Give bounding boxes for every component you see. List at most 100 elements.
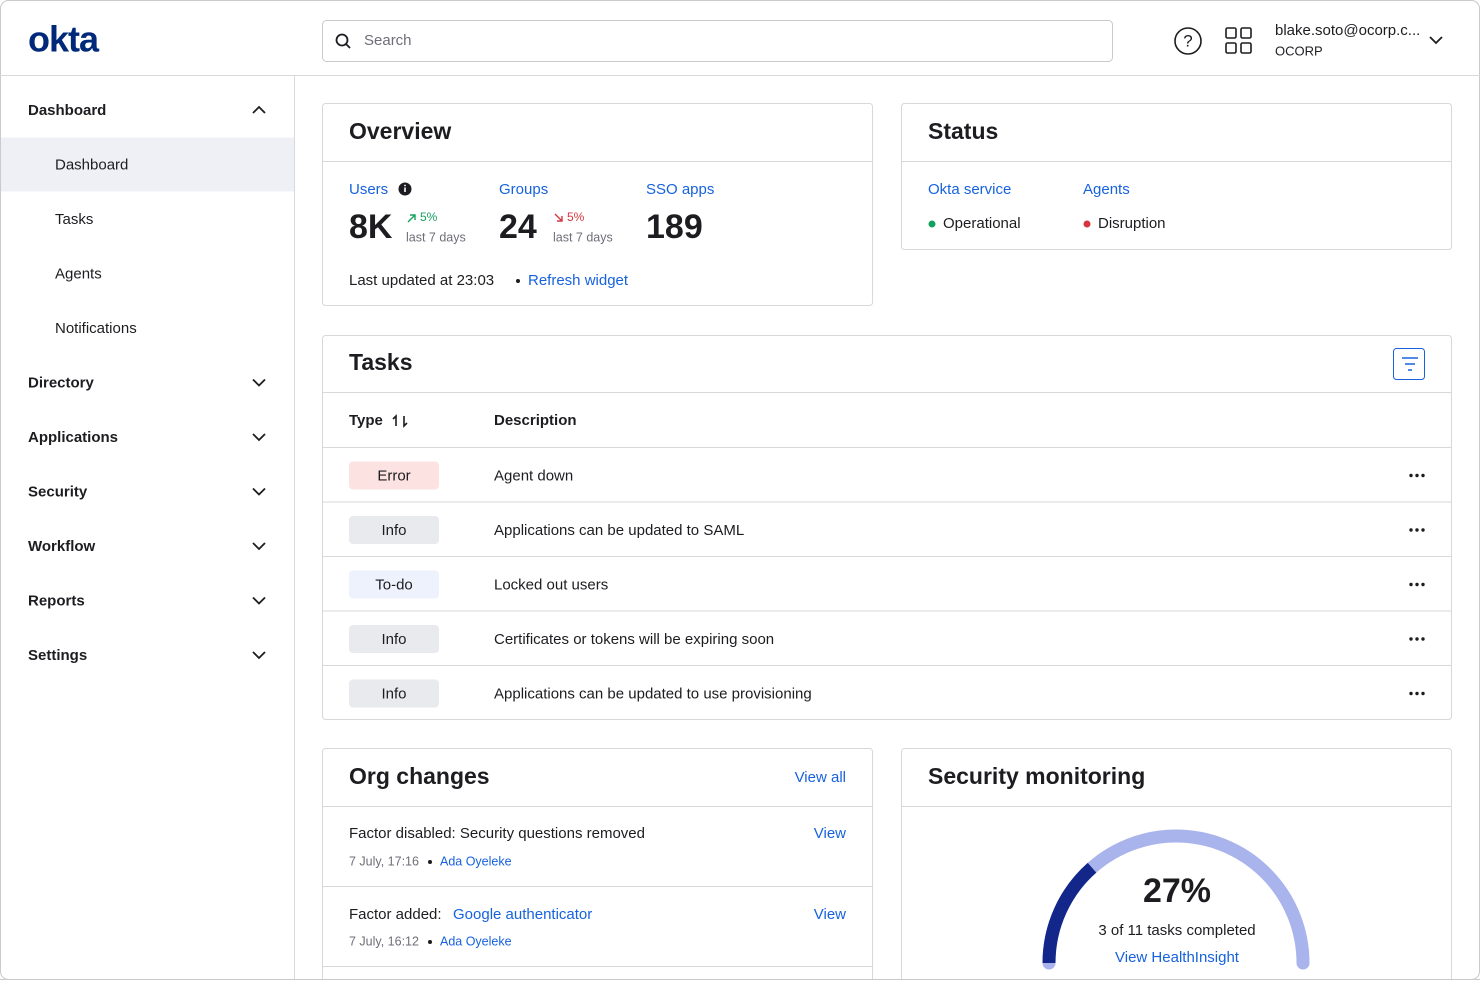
apps-icon[interactable] bbox=[1225, 27, 1252, 54]
type-badge-label: Info bbox=[381, 522, 406, 539]
sidebar: Dashboard Dashboard Tasks Agents Notificatio… bbox=[1, 102, 294, 664]
nav-item[interactable]: Notifications bbox=[55, 320, 137, 337]
nav-section[interactable]: Dashboard bbox=[28, 102, 106, 119]
card-title: Tasks bbox=[349, 349, 413, 375]
more-actions-dot[interactable] bbox=[1415, 637, 1419, 641]
more-actions-dot[interactable] bbox=[1409, 637, 1413, 641]
service-state: Operational bbox=[943, 215, 1021, 232]
change-text: Factor disabled: Security questions remo… bbox=[349, 825, 645, 842]
service-name[interactable]: Agents bbox=[1083, 181, 1130, 198]
search-box[interactable] bbox=[322, 20, 1113, 62]
more-actions-dot[interactable] bbox=[1421, 637, 1425, 641]
type-badge bbox=[349, 570, 439, 599]
overview-card bbox=[322, 103, 873, 306]
nav-section[interactable]: Applications bbox=[28, 429, 118, 446]
org-changes-card bbox=[322, 748, 873, 987]
more-actions-dot[interactable] bbox=[1415, 691, 1419, 696]
user-email[interactable]: blake.soto@ocorp.c... bbox=[1275, 22, 1420, 39]
refresh-link[interactable]: Refresh widget bbox=[528, 272, 629, 289]
type-badge-label: Error bbox=[377, 467, 410, 484]
more-actions-dot[interactable] bbox=[1421, 473, 1425, 478]
nav-item[interactable]: Dashboard bbox=[55, 156, 128, 173]
nav-item-active-bg bbox=[1, 137, 294, 192]
metric-value: 189 bbox=[646, 208, 703, 246]
service-state: Disruption bbox=[1098, 215, 1166, 232]
nav-section[interactable]: Workflow bbox=[28, 538, 96, 555]
more-actions-dot[interactable] bbox=[1415, 473, 1419, 478]
column-header[interactable]: Type bbox=[349, 412, 383, 429]
logo[interactable]: okta bbox=[28, 19, 101, 60]
metric-change: 5% bbox=[420, 210, 438, 224]
chevron-down[interactable] bbox=[252, 433, 266, 442]
bullet bbox=[428, 860, 432, 864]
column-header: Description bbox=[494, 412, 577, 429]
nav-section[interactable]: Settings bbox=[28, 647, 87, 664]
more-actions-dot[interactable] bbox=[1409, 473, 1413, 478]
view-all-link[interactable]: View all bbox=[795, 769, 846, 786]
card-title: Security monitoring bbox=[928, 763, 1145, 789]
metric-period: last 7 days bbox=[406, 230, 466, 244]
change-author[interactable]: Ada Oyeleke bbox=[440, 854, 512, 868]
task-description: Agent down bbox=[494, 467, 573, 484]
chevron-up[interactable] bbox=[252, 105, 266, 114]
type-badge bbox=[349, 679, 439, 708]
metric-label[interactable]: SSO apps bbox=[646, 181, 714, 198]
card-title: Status bbox=[928, 118, 998, 144]
security-monitoring-card bbox=[901, 748, 1452, 987]
more-actions-dot[interactable] bbox=[1415, 528, 1419, 532]
more-actions-dot[interactable] bbox=[1415, 582, 1419, 587]
more-actions-dot[interactable] bbox=[1421, 528, 1425, 532]
filter-icon bbox=[1402, 357, 1418, 371]
task-rows: Error Agent down Info Applications can be u… bbox=[323, 447, 1451, 708]
card-title: Org changes bbox=[349, 763, 490, 789]
last-updated: Last updated at 23:03 bbox=[349, 272, 494, 289]
metric-label[interactable]: Groups bbox=[499, 181, 548, 198]
help-icon[interactable] bbox=[1174, 27, 1202, 55]
type-badge bbox=[349, 461, 439, 490]
nav-section[interactable]: Directory bbox=[28, 374, 95, 391]
chevron-down[interactable] bbox=[252, 596, 266, 605]
view-link[interactable]: View bbox=[814, 825, 846, 842]
type-badge bbox=[349, 516, 439, 544]
chevron-down[interactable] bbox=[252, 542, 266, 551]
metric-label[interactable]: Users bbox=[349, 181, 388, 198]
gauge bbox=[1042, 829, 1310, 970]
change-author[interactable]: Ada Oyeleke bbox=[440, 934, 512, 948]
search-icon bbox=[335, 33, 349, 47]
more-actions-dot[interactable] bbox=[1409, 582, 1413, 587]
type-badge bbox=[349, 625, 439, 653]
more-actions-dot[interactable] bbox=[1409, 528, 1413, 532]
sort-icon[interactable] bbox=[392, 414, 408, 428]
metric-change: 5% bbox=[567, 210, 585, 224]
window-bottom-margin bbox=[0, 980, 1480, 987]
chevron-down[interactable] bbox=[252, 651, 266, 660]
bullet bbox=[428, 940, 432, 944]
type-badge-label: Info bbox=[381, 685, 406, 702]
status-dot bbox=[1083, 220, 1091, 228]
trend-down-icon bbox=[554, 213, 563, 222]
org-name: OCORP bbox=[1275, 43, 1323, 58]
metric-value: 24 bbox=[499, 208, 537, 246]
nav-section[interactable]: Security bbox=[28, 483, 88, 500]
nav-item[interactable]: Agents bbox=[55, 265, 102, 282]
nav-item[interactable]: Tasks bbox=[55, 211, 93, 228]
view-link[interactable]: View bbox=[814, 906, 846, 923]
change-link[interactable]: Google authenticator bbox=[453, 906, 592, 923]
service-name[interactable]: Okta service bbox=[928, 181, 1011, 198]
more-actions-dot[interactable] bbox=[1409, 691, 1413, 696]
chevron-down[interactable] bbox=[252, 378, 266, 387]
gauge-caption: 3 of 11 tasks completed bbox=[1098, 922, 1255, 939]
info-icon-glyph bbox=[404, 187, 406, 192]
more-actions-dot[interactable] bbox=[1421, 691, 1425, 696]
nav-section[interactable]: Reports bbox=[28, 592, 85, 609]
chevron-down[interactable] bbox=[252, 487, 266, 496]
more-actions-dot[interactable] bbox=[1421, 582, 1425, 587]
gauge-progress bbox=[1042, 862, 1097, 964]
info-icon-dot bbox=[404, 184, 406, 187]
task-description: Applications can be updated to SAML bbox=[494, 522, 744, 539]
healthinsight-link[interactable]: View HealthInsight bbox=[1115, 949, 1240, 966]
user-menu-chevron[interactable] bbox=[1429, 36, 1443, 45]
change-text: Factor added: bbox=[349, 906, 442, 923]
status-card bbox=[901, 103, 1452, 250]
